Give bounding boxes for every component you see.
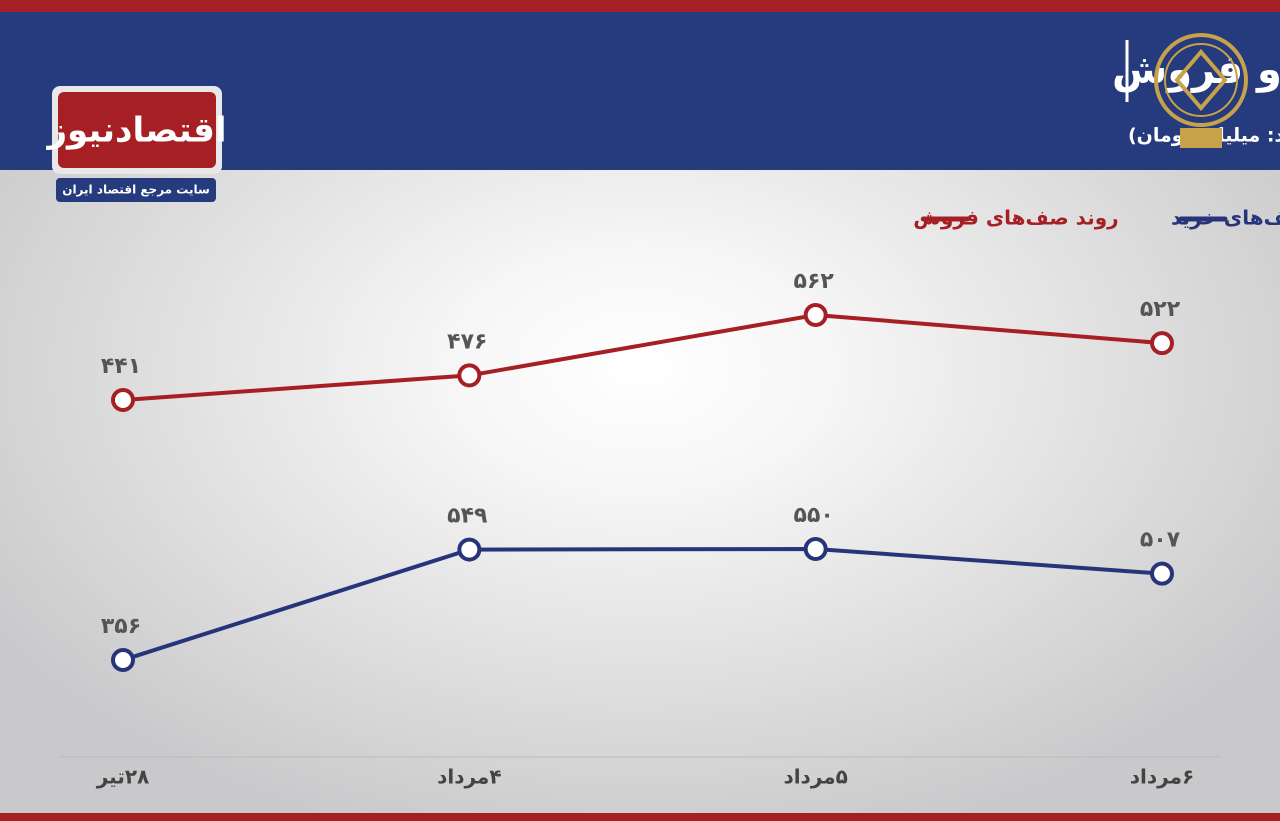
emblem [1154,33,1248,148]
x-tick-label: ۲۸تیر [96,765,150,789]
value-label: ۳۵۶ [101,614,141,639]
value-label: ۵۴۹ [447,504,487,529]
x-tick-label: ۶مرداد [1130,765,1194,789]
point [457,363,482,388]
value-label: ۵۰۷ [1140,528,1181,553]
value-label: ۵۲۲ [1140,297,1181,322]
point [457,537,482,562]
point [1150,331,1174,356]
point [111,648,135,672]
series-line [122,546,1163,662]
point [803,303,828,327]
legend-label: روند صف‌های خرید [1171,206,1280,230]
logo-name: اقتصادنیوز [45,111,226,151]
value-label: ۴۷۶ [447,329,487,354]
x-tick-label: ۵مرداد [783,765,847,789]
point [111,388,135,412]
top-stripe [0,0,1280,12]
chart-title: روند هفته ارزش صف‌های خرید و فروش [1112,47,1280,93]
value-label: ۵۵۰ [794,503,834,528]
x-tick-label: ۴مرداد [437,765,501,789]
bottom-stripe [0,813,1280,821]
logo-tagline: سایت مرجع اقتصاد ایران [62,183,210,197]
point [803,537,828,561]
value-label: ۵۶۲ [794,269,835,294]
logo: اقتصادنیوز سایت مرجع اقتصاد ایران [45,86,227,202]
series-line [122,312,1163,402]
legend-label: روند صف‌های فروش [913,206,1118,230]
value-label: ۴۴۱ [101,354,141,379]
point [1150,561,1174,586]
